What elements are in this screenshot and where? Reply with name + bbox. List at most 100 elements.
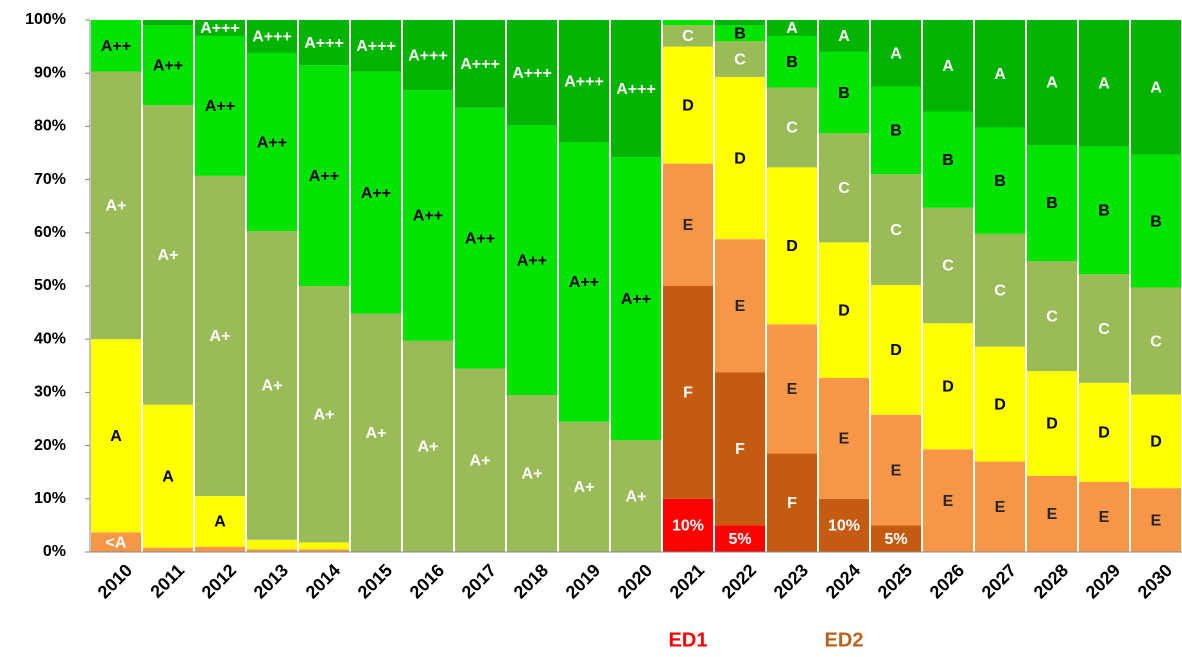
y-tick-label: 10%: [34, 490, 66, 507]
segment-label: A++: [569, 274, 599, 291]
segment-label: A+: [106, 198, 127, 215]
x-tick-label: 2023: [770, 560, 812, 602]
bar-segment: [715, 239, 765, 373]
bar-segment: [819, 133, 869, 243]
bar-segment: [819, 51, 869, 134]
segment-label: D: [734, 150, 746, 167]
bar-segment: [247, 539, 297, 550]
bar-segment: [299, 549, 349, 552]
segment-label: A: [1150, 80, 1162, 97]
segment-label: A+: [158, 247, 179, 264]
segment-label: B: [734, 26, 746, 43]
bar-segment: [923, 323, 973, 450]
segment-label: E: [1047, 506, 1058, 523]
y-tick-label: 80%: [34, 118, 66, 135]
segment-label: E: [787, 381, 798, 398]
bar-segment: [975, 233, 1025, 347]
bar-segment: [871, 284, 921, 415]
segment-label: C: [786, 120, 798, 137]
bar-segment: [923, 449, 973, 552]
segment-label: A+++: [200, 20, 240, 37]
segment-label: D: [838, 302, 850, 319]
bar-segment: [871, 174, 921, 285]
bar-segment: [195, 546, 245, 552]
segment-label: D: [994, 396, 1006, 413]
segment-label: E: [1099, 509, 1110, 526]
segment-label: F: [787, 495, 797, 512]
bar-segment: [143, 105, 193, 405]
segment-label: D: [942, 379, 954, 396]
bar-segment: [299, 65, 349, 286]
bar-segment: [507, 125, 557, 396]
bar-segment: [195, 175, 245, 497]
segment-label: E: [995, 499, 1006, 516]
bar-segment: [403, 90, 453, 341]
x-tick-label: 2017: [458, 560, 500, 602]
y-tick-label: 20%: [34, 437, 66, 454]
bar-segment: [611, 20, 661, 158]
segment-label: D: [786, 238, 798, 255]
bar-segment: [1027, 145, 1077, 261]
bar-segment: [195, 496, 245, 547]
segment-label: A: [1098, 76, 1110, 93]
bar-segment: [923, 20, 973, 112]
x-tick-label: 2019: [562, 560, 604, 602]
bar-segment: [1079, 20, 1129, 147]
segment-label: A: [838, 28, 850, 45]
segment-label: A+++: [564, 73, 604, 90]
bar-segment: [91, 532, 141, 552]
segment-label: B: [838, 85, 850, 102]
x-tick-label: 2027: [978, 560, 1020, 602]
bar-segment: [767, 35, 817, 88]
x-tick-label: 2018: [510, 560, 552, 602]
bar-segment: [715, 25, 765, 42]
bar-segment: [351, 313, 401, 552]
bar-segment: [1131, 20, 1181, 155]
x-tick-label: 2029: [1082, 560, 1124, 602]
bar-segment: [663, 20, 713, 26]
data-label: 10%: [828, 518, 860, 535]
x-tick-label: 2015: [354, 560, 396, 602]
segment-label: A++: [621, 291, 651, 308]
bar-segment: [975, 346, 1025, 462]
segment-label: D: [1150, 434, 1162, 451]
segment-label: <A: [106, 534, 127, 551]
bar-segment: [871, 86, 921, 175]
segment-label: B: [1150, 213, 1162, 230]
bar-segment: [819, 242, 869, 379]
x-tick-label: 2028: [1030, 560, 1072, 602]
segment-label: D: [682, 97, 694, 114]
bar-segment: [91, 20, 141, 72]
bar-segment: [871, 525, 921, 552]
bar-segment: [663, 25, 713, 47]
segment-label: C: [994, 282, 1006, 299]
segment-label: B: [1098, 203, 1110, 220]
bar-segment: [975, 127, 1025, 234]
segment-label: A+++: [408, 47, 448, 64]
segment-label: A++: [101, 38, 131, 55]
x-tick-label: 2013: [250, 560, 292, 602]
bar-segment: [1027, 260, 1077, 372]
x-tick-label: 2011: [146, 560, 188, 602]
y-tick-label: 90%: [34, 64, 66, 81]
y-tick-label: 60%: [34, 224, 66, 241]
bar-segment: [299, 542, 349, 550]
x-tick-label: 2016: [406, 560, 448, 602]
bar-segment: [767, 324, 817, 454]
bar-segment: [663, 286, 713, 499]
bar-segment: [1027, 475, 1077, 552]
bar-segment: [247, 231, 297, 540]
segment-label: A: [1046, 75, 1058, 92]
bar-segment: [611, 157, 661, 441]
bar-segment: [507, 395, 557, 552]
segment-label: A++: [517, 252, 547, 269]
segment-label: B: [1046, 195, 1058, 212]
segment-label: B: [786, 54, 798, 71]
bar-segment: [611, 440, 661, 552]
bar-segment: [819, 378, 869, 499]
bar-segment: [403, 20, 453, 91]
bar-segment: [975, 20, 1025, 128]
segment-label: A++: [205, 98, 235, 115]
bar-segment: [1079, 481, 1129, 552]
